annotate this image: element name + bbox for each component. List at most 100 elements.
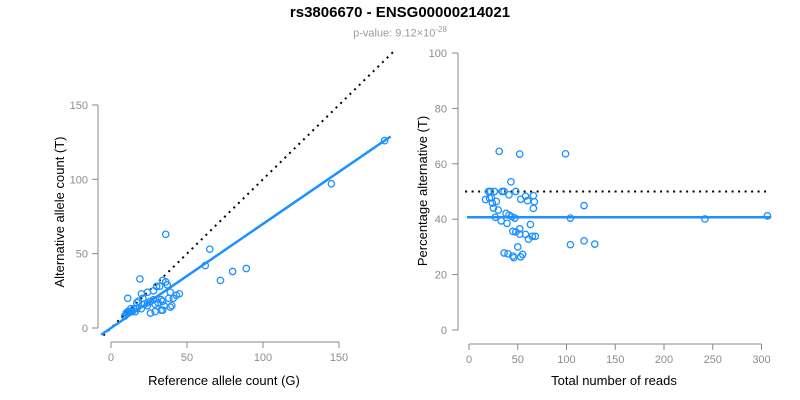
data-point — [580, 236, 588, 245]
data-point — [155, 282, 164, 291]
right-x-axis-title: Total number of reads — [551, 373, 677, 388]
data-point — [497, 217, 506, 225]
x-tick-label: 150 — [606, 354, 624, 366]
data-point — [143, 288, 152, 297]
regression-line — [100, 135, 392, 336]
left-y-axis-title: Alternative allele count (T) — [52, 136, 67, 287]
data-point — [529, 204, 538, 213]
p-value-exponent: -28 — [435, 25, 447, 34]
data-point — [164, 294, 173, 303]
x-tick-label: 100 — [254, 352, 272, 364]
data-point — [380, 136, 389, 145]
data-point — [530, 197, 539, 206]
x-tick-label: 100 — [557, 354, 575, 366]
data-point — [500, 187, 508, 196]
data-point — [590, 240, 599, 248]
data-point — [158, 297, 167, 306]
data-point — [205, 245, 214, 254]
data-point — [132, 298, 141, 307]
data-point — [149, 295, 158, 304]
x-tick-label: 200 — [655, 354, 673, 366]
data-point — [529, 191, 538, 200]
data-point — [166, 303, 175, 312]
data-point — [137, 304, 146, 313]
data-point — [515, 150, 524, 158]
data-point — [486, 187, 495, 196]
data-point — [763, 212, 772, 220]
data-point — [523, 196, 532, 205]
data-point — [509, 253, 518, 262]
data-point — [489, 204, 498, 212]
x-tick-label: 250 — [704, 354, 722, 366]
data-point — [515, 230, 524, 239]
right-y-axis-title: Percentage alternative (T) — [415, 116, 430, 266]
data-point — [167, 301, 176, 310]
y-tick-label: 20 — [435, 270, 447, 282]
y-tick-label: 0 — [441, 325, 447, 337]
data-point — [531, 232, 540, 241]
right-plot-layer: 0 20 40 60 80 100 0 50 100 150 200 250 300 — [429, 48, 772, 366]
data-point — [242, 264, 251, 273]
data-point — [175, 289, 184, 298]
data-point — [511, 187, 520, 196]
x-tick-label: 150 — [330, 352, 348, 364]
p-value-text: p-value: 9.12×10 — [353, 27, 436, 40]
data-point — [228, 267, 237, 276]
x-tick-label: 50 — [512, 354, 524, 366]
data-point — [126, 304, 135, 313]
left-plot-layer: 0 50 100 150 0 50 100 150 — [70, 50, 395, 364]
data-point — [494, 206, 503, 214]
figure-subtitle: p-value: 9.12×10-28 — [0, 25, 800, 40]
identity-line — [102, 50, 395, 337]
y-tick-label: 60 — [435, 159, 447, 171]
data-point — [490, 187, 499, 196]
data-point — [526, 220, 535, 229]
data-point — [500, 249, 508, 257]
data-point — [561, 149, 570, 158]
data-point — [510, 214, 519, 222]
data-point — [511, 228, 520, 236]
data-point — [481, 195, 490, 204]
data-point — [146, 309, 155, 317]
data-point — [151, 300, 159, 309]
data-point — [136, 275, 144, 283]
data-point — [158, 306, 167, 315]
data-point — [123, 294, 132, 303]
data-point — [495, 147, 504, 156]
y-tick-label: 100 — [70, 174, 88, 186]
data-point — [327, 179, 336, 188]
data-point — [492, 197, 501, 206]
data-point — [509, 227, 517, 236]
x-tick-label: 300 — [752, 354, 770, 366]
data-point — [161, 230, 170, 239]
data-point — [580, 201, 588, 210]
x-tick-label: 0 — [466, 354, 472, 366]
data-point — [516, 195, 525, 204]
y-tick-label: 0 — [82, 323, 88, 335]
data-point — [216, 276, 225, 285]
left-x-axis-title: Reference allele count (G) — [148, 373, 300, 388]
figure-title: rs3806670 - ENSG00000214021 — [289, 4, 511, 21]
data-point — [143, 301, 152, 310]
data-point — [701, 215, 709, 223]
data-point — [163, 281, 172, 289]
data-point — [120, 312, 129, 320]
data-point — [507, 177, 515, 186]
data-point — [169, 294, 178, 303]
data-point — [491, 213, 500, 222]
data-point — [566, 240, 575, 249]
y-tick-label: 50 — [76, 249, 88, 261]
data-point — [502, 209, 510, 218]
y-tick-label: 150 — [70, 100, 88, 112]
data-point — [566, 214, 575, 222]
data-point — [513, 243, 522, 251]
y-tick-label: 40 — [435, 214, 447, 226]
x-tick-label: 50 — [181, 352, 193, 364]
y-tick-label: 100 — [429, 48, 447, 60]
y-tick-label: 80 — [435, 103, 447, 115]
data-point — [134, 297, 143, 306]
x-tick-label: 0 — [108, 352, 114, 364]
data-point — [201, 261, 210, 270]
